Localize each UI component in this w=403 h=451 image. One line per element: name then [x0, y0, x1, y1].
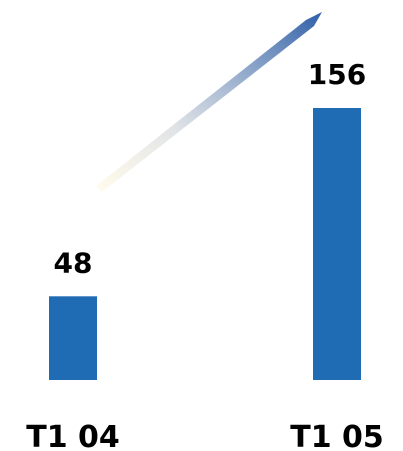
- category-tick-label: T1 04: [26, 420, 120, 451]
- bar-t1-05: [313, 108, 361, 380]
- bars-group: [49, 108, 361, 380]
- data-label: 156: [308, 58, 366, 91]
- data-label: 48: [54, 246, 93, 279]
- category-tick-label: T1 05: [290, 420, 384, 451]
- labels-group: 48 T1 04 156 T1 05: [26, 58, 384, 451]
- trend-arrow: [96, 12, 322, 192]
- trend-arrow-shape: [96, 12, 322, 192]
- bar-t1-04: [49, 296, 97, 380]
